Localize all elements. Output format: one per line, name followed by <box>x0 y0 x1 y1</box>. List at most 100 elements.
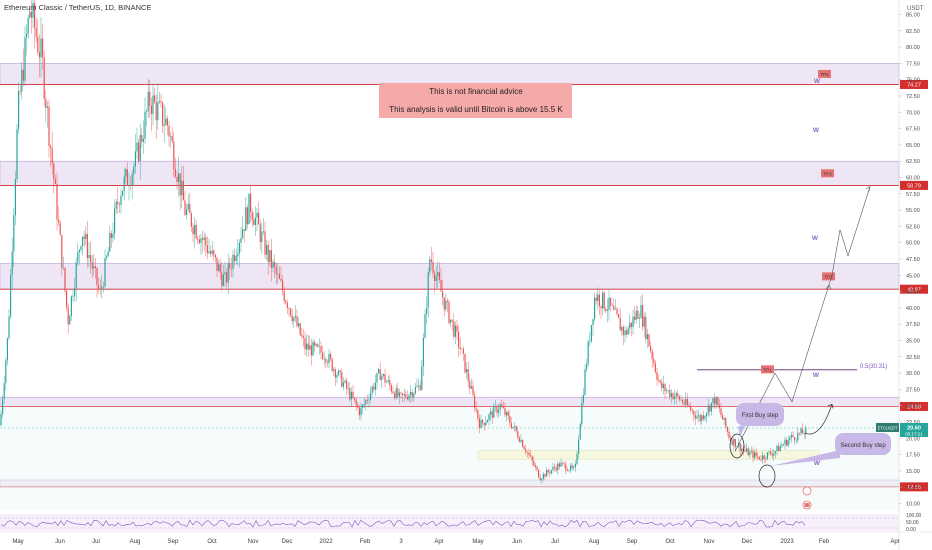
projection-arrowhead <box>865 186 871 192</box>
candle-body <box>262 231 264 233</box>
candle-body <box>466 369 468 373</box>
candle-body <box>186 209 188 216</box>
candle-body <box>102 286 104 288</box>
candle-body <box>83 236 85 240</box>
candle-body <box>64 267 66 291</box>
candle-body <box>626 330 628 335</box>
candle-body <box>597 294 599 301</box>
candle-body <box>192 226 194 235</box>
candle-body <box>472 386 474 395</box>
candle-body <box>555 468 557 471</box>
currency-label: USDT <box>907 6 924 12</box>
oscillator-tick-label: 0.00 <box>906 527 916 533</box>
candle-body <box>2 398 4 414</box>
oscillator-line <box>0 519 806 528</box>
candle-body <box>61 234 63 269</box>
candle-body <box>781 445 783 447</box>
candle-body <box>238 242 240 254</box>
candle-body <box>237 253 239 257</box>
candle-body <box>566 470 568 472</box>
candle-body <box>416 386 418 388</box>
candle-body <box>533 460 535 466</box>
candle-body <box>322 352 324 360</box>
candle-body <box>74 288 76 297</box>
candle-body <box>438 272 440 281</box>
candle-body <box>242 229 244 239</box>
candle-body <box>450 319 452 323</box>
first-buy-callout <box>736 403 784 426</box>
candle-body <box>96 267 98 286</box>
candle-body <box>544 474 546 477</box>
second-buy-pointer <box>771 450 840 466</box>
candle-body <box>253 219 255 225</box>
time-axis[interactable]: May Jun Jul Aug Sep Oct Nov Dec 2022 Feb 3 Apr May Ju… <box>12 539 899 545</box>
candle-body <box>234 254 236 262</box>
candle-body <box>381 375 383 381</box>
candle-body <box>190 213 192 227</box>
wave-label: W <box>813 372 820 379</box>
candle-body <box>432 261 434 274</box>
candle-body <box>771 454 773 456</box>
price-tick-label: 67.50 <box>906 127 920 133</box>
candle-body <box>640 305 642 318</box>
candle-body <box>462 348 464 354</box>
candle-body <box>18 90 20 130</box>
candle-body <box>290 308 292 316</box>
candle-body <box>434 273 436 282</box>
candle-body <box>382 373 384 376</box>
first-buy-label: First Buy step <box>742 413 779 419</box>
candle-body <box>765 458 767 460</box>
candle-body <box>650 346 652 352</box>
candle-body <box>394 393 396 399</box>
candle-body <box>427 272 429 308</box>
candle-body <box>306 343 308 350</box>
candle-body <box>173 141 175 170</box>
candle-body <box>136 142 138 152</box>
candle-body <box>368 399 370 401</box>
candle-body <box>131 173 133 186</box>
time-tick-label: Dec <box>282 539 293 545</box>
price-tick-label: 47.50 <box>906 257 920 263</box>
candle-body <box>685 399 687 405</box>
candle-body <box>469 381 471 389</box>
candle-body <box>302 336 304 339</box>
candle-body <box>395 388 397 399</box>
candle-body <box>424 314 426 338</box>
symbol-label: ETCUSDT <box>878 426 898 431</box>
candle-body <box>344 380 346 383</box>
candle-body <box>258 212 260 225</box>
oscillator-tick-label: 50.00 <box>906 520 919 526</box>
price-axis[interactable]: 74.27 58.79 42.87 24.88 12.55 10.00 12.50 15.00… <box>876 13 928 508</box>
time-tick-label: Nov <box>248 539 259 545</box>
candles-layer <box>0 0 807 484</box>
candle-body <box>661 382 663 389</box>
candle-body <box>288 308 290 309</box>
candle-body <box>312 341 314 356</box>
candle-body <box>654 363 656 373</box>
candle-body <box>90 255 92 262</box>
candle-body <box>277 273 279 275</box>
target-zone <box>0 63 900 85</box>
candle-body <box>510 423 512 429</box>
candle-body <box>328 354 330 364</box>
price-tick-label: 77.50 <box>906 61 920 67</box>
tp1-label: TP1 <box>763 367 772 372</box>
time-tick-label: Oct <box>207 539 217 545</box>
candle-body <box>421 366 423 390</box>
candle-body <box>285 301 287 303</box>
candle-body <box>53 163 55 180</box>
projection-path <box>734 186 871 452</box>
candle-body <box>458 331 460 347</box>
candle-body <box>734 438 736 447</box>
candle-body <box>110 232 112 239</box>
candle-body <box>531 456 533 461</box>
wave-label: W <box>814 78 821 85</box>
candle-body <box>405 394 407 398</box>
tp-tag-label: TP3 <box>823 171 832 176</box>
candle-body <box>709 405 711 412</box>
candle-body <box>614 308 616 310</box>
candle-body <box>406 397 408 400</box>
level-price-tag <box>900 482 928 492</box>
candle-body <box>549 472 551 474</box>
candle-body <box>790 434 792 438</box>
